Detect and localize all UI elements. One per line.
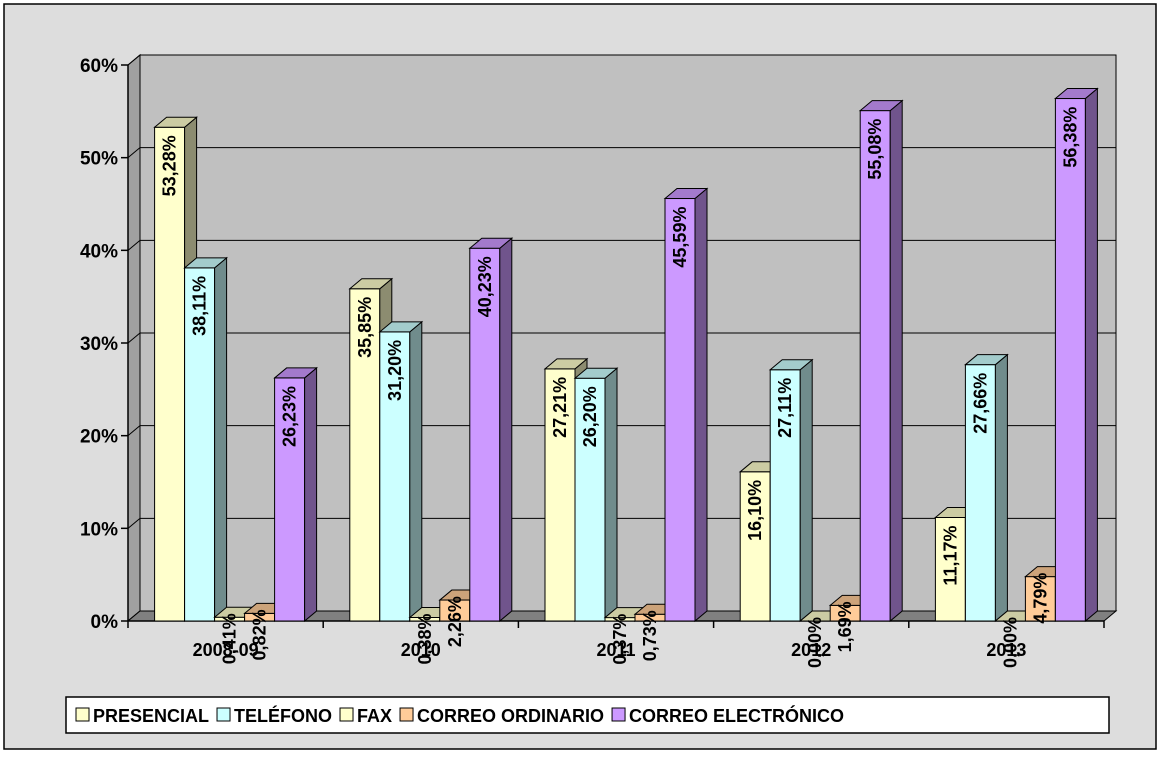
legend-box [65,696,1110,734]
bar-top [273,367,318,379]
data-label: 0,41% [220,613,240,664]
bar [739,471,771,622]
legend-label: CORREO ELECTRÓNICO [629,705,844,726]
bar [274,377,306,622]
bar [769,369,801,622]
data-label: 11,17% [940,525,960,585]
bar-top [153,116,198,128]
data-label: 16,10% [745,480,765,541]
data-label: 0,73% [640,610,660,661]
bar-top [543,358,589,370]
legend-label: FAX [357,706,392,726]
gridline [127,332,1116,344]
data-label: 1,69% [835,601,855,652]
bar-top [183,257,228,269]
bar-side [799,358,813,623]
bar-top [573,367,619,379]
data-label: 27,66% [970,373,990,434]
gridline [127,54,1116,66]
x-tick-label: 2013 [986,640,1026,660]
data-label: 0,00% [805,617,825,668]
bar-top [768,359,814,371]
legend: PRESENCIAL TELÉFONO FAX CORREO ORDINARIO COR… [65,696,1110,734]
data-label: 26,20% [580,386,600,447]
bar-side [409,320,423,623]
bar-side [214,256,228,623]
bar-top [663,188,709,200]
x-tick-label: 2011 [596,640,635,660]
data-label: 26,23% [280,386,300,447]
legend-label: CORREO ORDINARIO [417,706,604,726]
bar-side [499,237,513,623]
data-label: 0,82% [250,609,270,660]
data-labels-group: 53,28% 38,11% 0,41% 0,82% 26,23% 35,85% 31,20%… [160,107,1081,669]
x-tick-label: 2010 [401,640,441,660]
gridline [127,239,1116,251]
bar-top [468,237,514,249]
legend-swatch [75,707,90,722]
data-label: 27,11% [775,378,795,438]
bar-side [694,187,708,623]
y-tick-label: 30% [80,334,118,355]
axes: 0% 10% 20% 30% 40% 50% 60% 2008-09 2010 2011 2012 2… [80,56,1105,660]
data-label: 27,21% [550,377,570,438]
bar-side [889,99,903,623]
bar [349,288,381,622]
bar [184,267,216,622]
y-tick-label: 40% [80,241,118,262]
legend-label: TELÉFONO [234,705,332,726]
legend-swatch [399,707,414,722]
data-label: 56,38% [1060,107,1080,168]
bars-group [153,87,1099,623]
data-label: 35,85% [355,297,375,358]
data-label: 2,26% [445,596,465,647]
gridline [127,147,1116,159]
data-label: 0,00% [1000,617,1020,668]
bar [574,377,606,622]
bar-top [964,354,1009,366]
bar-top [1054,88,1099,100]
bar [964,364,996,622]
bar [934,516,966,622]
data-label: 55,08% [865,119,885,180]
data-label: 45,59% [670,207,690,268]
bar [1024,576,1056,622]
data-label: 0,37% [610,614,630,665]
bar-side [1084,87,1098,623]
x-tick-label: 2012 [791,640,831,660]
bar-top [348,278,394,290]
legend-swatch [216,707,231,722]
y-tick-label: 50% [80,149,118,170]
data-label: 4,79% [1030,573,1050,624]
bar-top [858,100,904,112]
data-label: 53,28% [160,135,180,196]
bar-top [378,321,424,333]
bar-side [604,367,618,623]
y-tick-label: 10% [80,519,118,540]
data-label: 38,11% [190,276,210,336]
bar-side [304,366,318,623]
y-tick-label: 60% [80,56,118,77]
bar [859,110,891,622]
legend-label: PRESENCIAL [93,706,209,726]
legend-swatch [339,707,354,722]
y-tick-label: 20% [80,427,118,448]
x-tick-label: 2008-09 [193,640,259,660]
bar-side [994,353,1008,623]
bar [154,126,186,622]
bar [1054,98,1086,622]
data-label: 0,38% [415,613,435,664]
legend-swatch [611,707,626,722]
y-tick-label: 0% [91,612,119,633]
data-label: 40,23% [475,256,495,317]
data-label: 31,20% [385,340,405,401]
